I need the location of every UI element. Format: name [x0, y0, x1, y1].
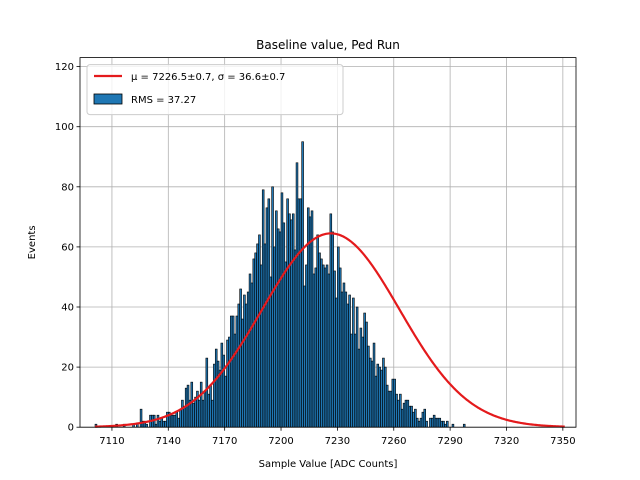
fit-curve	[94, 232, 565, 428]
plot-frame	[79, 57, 577, 428]
histogram-bar	[425, 420, 428, 428]
x-tick-label: 7290	[437, 436, 462, 447]
histogram-bar	[145, 423, 148, 428]
x-tick-label: 7170	[212, 436, 237, 447]
gaussian-fit	[94, 232, 565, 428]
x-tick-label: 7350	[550, 436, 575, 447]
legend-rms-label: RMS = 37.27	[131, 95, 196, 106]
x-tick-label: 7230	[325, 436, 350, 447]
x-tick-label: 7320	[494, 436, 519, 447]
y-tick-label: 80	[61, 182, 74, 193]
x-axis-ticks: 7110 7140 7170 7200 7230 7260 7290 7320 7350	[99, 427, 576, 447]
y-tick-label: 0	[68, 423, 74, 434]
y-tick-label: 20	[61, 363, 74, 374]
y-axis-label: Events	[27, 225, 38, 259]
chart-title: Baseline value, Ped Run	[256, 38, 400, 52]
y-tick-label: 120	[55, 62, 74, 73]
x-axis-label: Sample Value [ADC Counts]	[259, 459, 398, 470]
x-tick-label: 7110	[99, 436, 124, 447]
legend: μ = 7226.5±0.7, σ = 36.6±0.7 RMS = 37.27	[86, 64, 344, 116]
y-tick-label: 40	[61, 303, 74, 314]
histogram-bar	[446, 420, 449, 428]
histogram-bar	[462, 423, 466, 428]
y-tick-label: 100	[55, 122, 74, 133]
histogram-bar	[451, 423, 455, 428]
y-axis-ticks: 0 20 40 60 80 100 120	[55, 62, 80, 434]
legend-box	[86, 64, 344, 116]
histogram-bars	[94, 141, 466, 428]
x-tick-label: 7260	[381, 436, 406, 447]
legend-rms-swatch	[93, 93, 123, 105]
legend-fit-label: μ = 7226.5±0.7, σ = 36.6±0.7	[131, 72, 285, 83]
x-tick-label: 7140	[156, 436, 181, 447]
y-tick-label: 60	[61, 242, 74, 253]
x-tick-label: 7200	[268, 436, 293, 447]
